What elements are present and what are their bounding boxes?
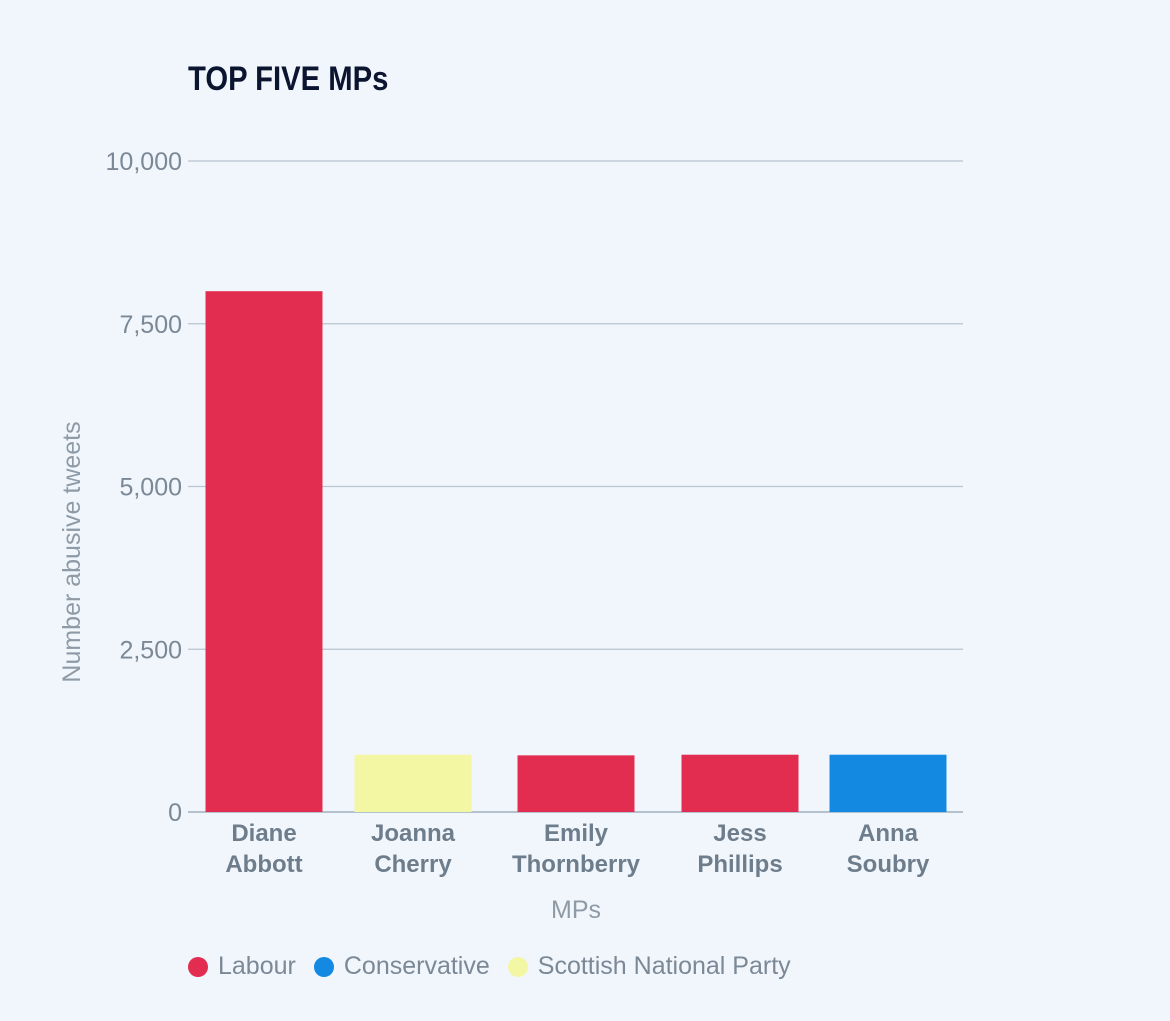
bar-diane bbox=[205, 291, 323, 812]
x-tick-label: Anna bbox=[858, 820, 919, 847]
bars bbox=[205, 291, 947, 812]
x-tick-label: Abbott bbox=[225, 851, 302, 878]
legend-item: Scottish National Party bbox=[507, 952, 791, 981]
bar-anna bbox=[829, 754, 947, 812]
y-tick-label: 7,500 bbox=[119, 311, 182, 339]
x-tick-label: Jess bbox=[713, 820, 766, 847]
x-tick-label: Phillips bbox=[697, 851, 782, 878]
y-tick-label: 5,000 bbox=[119, 474, 182, 502]
legend-label: Conservative bbox=[343, 952, 490, 980]
bar-chart: 0 2,500 5,000 7,500 10,000 Diane Abbott Joanna… bbox=[58, 148, 963, 924]
x-tick-label: Joanna bbox=[371, 820, 456, 847]
legend-item: Labour bbox=[188, 952, 296, 981]
legend-swatch bbox=[313, 956, 334, 977]
bar-emily bbox=[517, 755, 635, 812]
x-tick-label: Diane bbox=[231, 820, 296, 847]
y-tick-label: 0 bbox=[168, 799, 182, 827]
chart-title: TOP FIVE MPs bbox=[188, 60, 389, 98]
y-axis-title: Number abusive tweets bbox=[58, 421, 86, 682]
y-tick-label: 10,000 bbox=[106, 148, 182, 176]
x-tick-label: Cherry bbox=[374, 851, 452, 878]
bar-jess bbox=[681, 754, 799, 812]
x-tick-label: Emily bbox=[544, 820, 609, 847]
legend-label: Scottish National Party bbox=[537, 952, 791, 980]
legend-swatch bbox=[188, 956, 208, 977]
x-tick-label: Soubry bbox=[847, 851, 930, 878]
y-axis-ticks: 0 2,500 5,000 7,500 10,000 bbox=[106, 148, 182, 827]
x-axis-title: MPs bbox=[551, 896, 601, 924]
x-axis-ticks: Diane Abbott Joanna Cherry Emily Thornberry Je… bbox=[225, 820, 930, 878]
legend-label: Labour bbox=[218, 952, 296, 980]
legend-swatch bbox=[507, 956, 528, 977]
y-tick-label: 2,500 bbox=[119, 636, 182, 664]
legend-item: Conservative bbox=[313, 952, 490, 981]
bar-joanna bbox=[354, 754, 472, 812]
x-tick-label: Thornberry bbox=[512, 851, 641, 878]
legend: Labour Conservative Scottish National Part… bbox=[188, 952, 809, 981]
